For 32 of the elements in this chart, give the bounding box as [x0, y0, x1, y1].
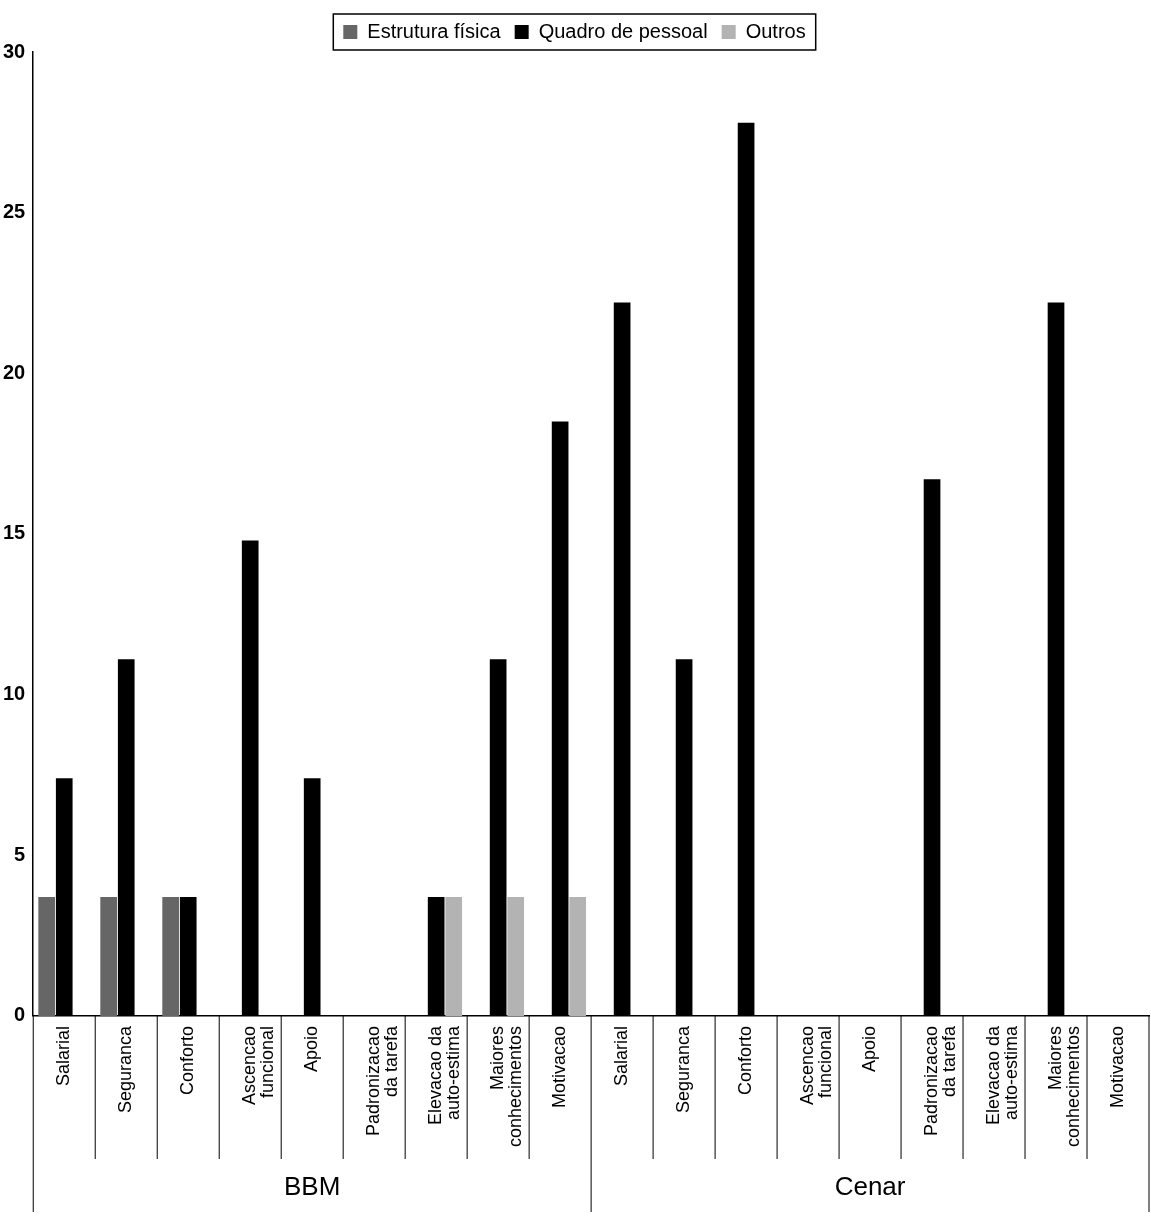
x-tick-label: Ascencao funcional — [239, 1025, 278, 1105]
y-tick-label: 5 — [14, 842, 26, 865]
x-tick-label: Padronizacao da tarefa — [363, 1024, 402, 1137]
x-tick-label: Motivacao — [549, 1025, 570, 1108]
y-tick-label: 10 — [3, 682, 26, 705]
x-tick-label: Salarial — [611, 1025, 632, 1086]
x-tick-label: Conforto — [177, 1025, 198, 1095]
x-tick-label: Motivacao — [1106, 1025, 1127, 1108]
y-tick-label: 30 — [3, 39, 26, 62]
x-tick-label: Apoio — [301, 1025, 322, 1072]
y-tick-label: 25 — [3, 200, 26, 223]
bar — [569, 897, 587, 1016]
y-tick-label: 15 — [3, 521, 26, 544]
bar — [507, 897, 525, 1016]
x-tick-label: Seguranca — [673, 1024, 694, 1114]
bar — [162, 897, 179, 1016]
bar — [445, 897, 463, 1016]
x-tick-label: Salarial — [53, 1025, 74, 1086]
legend-label: Outros — [745, 19, 806, 42]
text: BBM — [284, 1171, 341, 1202]
x-tick-label: Padronizacao da tarefa — [921, 1024, 960, 1137]
text: Cenar — [834, 1171, 906, 1202]
legend-label: Estrutura física — [367, 19, 502, 42]
x-tick-label: Ascencao funcional — [797, 1025, 836, 1105]
y-tick-label: 0 — [14, 1003, 26, 1026]
legend-label: Quadro de pessoal — [538, 19, 708, 42]
x-tick-label: Apoio — [859, 1025, 880, 1072]
x-tick-label: Conforto — [735, 1025, 756, 1095]
y-tick-label: 20 — [3, 360, 26, 383]
bar — [38, 897, 56, 1016]
bar — [100, 897, 118, 1016]
x-tick-label: Seguranca — [115, 1024, 136, 1114]
